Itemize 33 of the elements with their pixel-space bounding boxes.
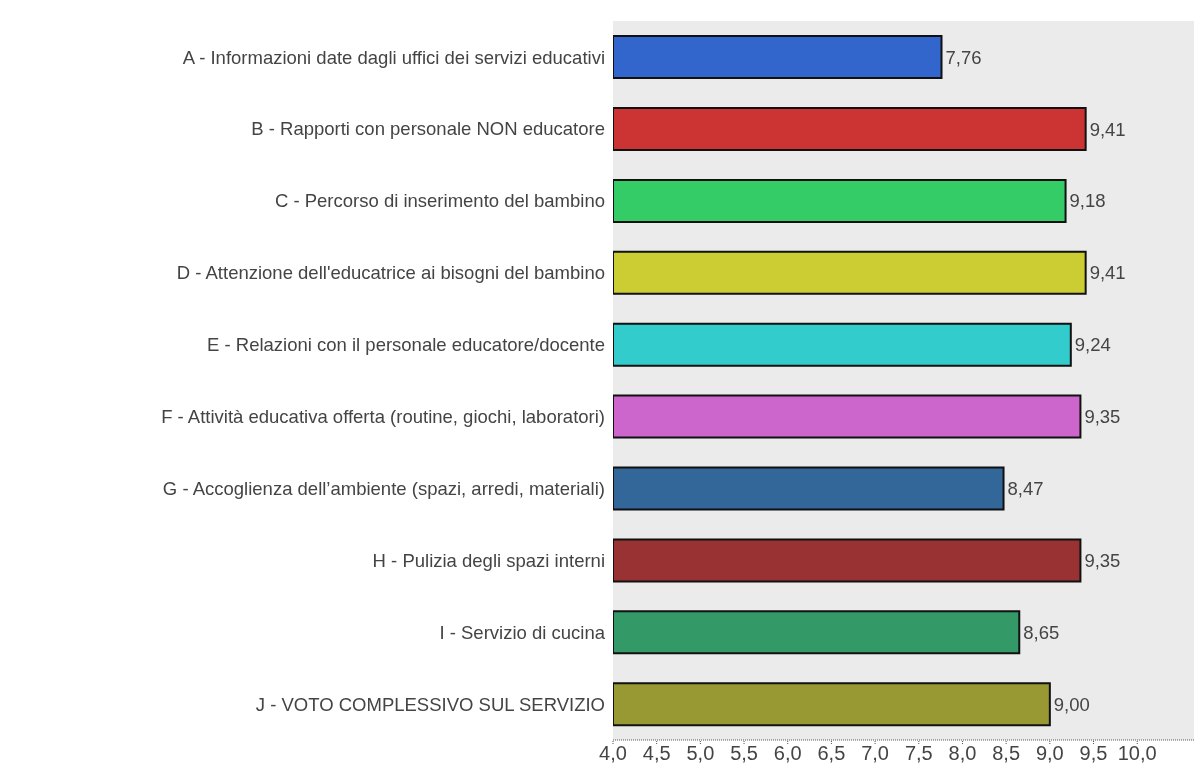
data-label: 9,35 (1084, 549, 1121, 571)
x-tick-label: 7,0 (861, 742, 890, 765)
x-tick-label: 9,0 (1035, 742, 1064, 765)
y-tick-label: C - Percorso di inserimento del bambino (274, 190, 605, 212)
y-tick-label: D - Attenzione dell'educatrice ai bisogni del bambino (176, 262, 605, 284)
y-tick-label: F - Attività educativa offerta (routine, giochi, laboratori) (161, 406, 605, 428)
data-label: 9,35 (1084, 406, 1121, 428)
y-tick-label: A - Informazioni date dagli uffici dei servizi educativi (182, 46, 605, 68)
y-tick-label: B - Rapporti con personale NON educatore (251, 118, 605, 140)
y-tick-label: G - Accoglienza dell’ambiente (spazi, arredi, materiali) (162, 477, 605, 499)
x-tick-label: 4,0 (599, 742, 627, 765)
x-tick-label: 8,0 (948, 742, 977, 765)
data-label: 9,41 (1089, 118, 1126, 140)
data-label: 9,18 (1069, 190, 1106, 212)
x-tick-label: 8,5 (992, 742, 1021, 765)
x-tick-label: 5,5 (730, 742, 758, 765)
data-label: 8,47 (1007, 478, 1044, 500)
data-label: 9,24 (1074, 334, 1111, 356)
y-tick-label: H - Pulizia degli spazi interni (372, 549, 605, 571)
data-label: 9,41 (1089, 262, 1126, 284)
x-tick-label: 5,0 (686, 742, 715, 765)
data-label: 9,00 (1053, 693, 1090, 715)
x-tick-label: 7,5 (904, 742, 933, 765)
x-tick-label: 6,5 (817, 742, 846, 765)
y-tick-label: E - Relazioni con il personale educatore/docente (207, 334, 605, 356)
x-tick-label: 6,0 (773, 742, 802, 765)
y-tick-label: I - Servizio di cucina (439, 621, 606, 643)
data-label: 7,76 (945, 46, 982, 68)
x-tick-label: 10,0 (1117, 742, 1157, 765)
x-tick-label: 9,5 (1079, 742, 1108, 765)
y-tick-label: J - VOTO COMPLESSIVO SUL SERVIZIO (255, 693, 605, 715)
data-label: 8,65 (1023, 621, 1060, 643)
x-tick-label: 4,5 (642, 742, 671, 765)
